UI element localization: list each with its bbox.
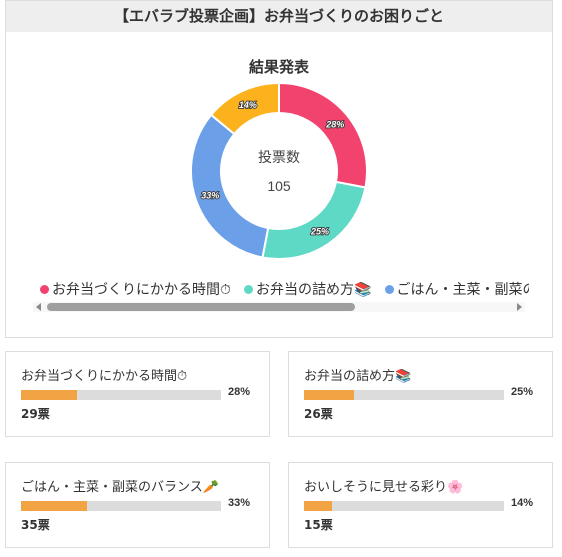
progress-fill [304, 501, 332, 511]
scroll-right-button[interactable] [515, 302, 525, 312]
donut-slice-prep-time [278, 81, 368, 189]
chart-legend[interactable]: お弁当づくりにかかる時間⏱ お弁当の詰め方📚 ごはん・主菜・副菜のバランス🥕 お… [40, 279, 529, 297]
poll-title: 【エバラブ投票企画】お弁当づくりのお困りごと [6, 1, 552, 32]
legend-marker [384, 285, 394, 294]
triangle-right-icon [517, 303, 522, 311]
percent-label: 14% [511, 497, 534, 509]
result-card-packing: お弁当の詰め方📚 25% 26票 [288, 351, 553, 437]
triangle-left-icon [36, 303, 41, 311]
option-label: お弁当の詰め方📚 [304, 369, 412, 384]
slice-label-packing: 25% [310, 226, 329, 236]
summary-card: 【エバラブ投票企画】お弁当づくりのお困りごと 結果発表 28% 25% 33% … [5, 0, 553, 338]
donut-slice-balance [190, 113, 270, 259]
progress-bar [304, 501, 504, 511]
result-card-coloring: おいしそうに見せる彩り🌸 14% 15票 [288, 462, 553, 548]
vote-count: 15票 [304, 518, 333, 532]
slice-label-balance: 33% [201, 191, 219, 201]
donut-slice-coloring [209, 81, 280, 136]
legend-item-prep-time[interactable]: お弁当づくりにかかる時間⏱ [40, 281, 231, 298]
legend-label: お弁当づくりにかかる時間⏱ [52, 281, 231, 298]
vote-count: 29票 [21, 407, 50, 421]
vote-count: 35票 [21, 518, 50, 532]
legend-marker [244, 285, 254, 294]
legend-marker [40, 285, 49, 294]
progress-fill [21, 501, 87, 511]
percent-label: 28% [228, 386, 251, 398]
vote-count: 26票 [304, 407, 333, 421]
result-card-balance: ごはん・主菜・副菜のバランス🥕 33% 35票 [5, 462, 270, 548]
percent-label: 33% [228, 497, 251, 509]
legend-label: ごはん・主菜・副菜のバランス🥕 [396, 281, 529, 298]
result-card-prep-time: お弁当づくりにかかる時間⏱ 28% 29票 [5, 351, 270, 437]
progress-fill [304, 390, 354, 400]
percent-label: 25% [511, 386, 534, 398]
option-label: ごはん・主菜・副菜のバランス🥕 [21, 480, 219, 495]
progress-bar [304, 390, 504, 400]
option-label: お弁当づくりにかかる時間⏱ [21, 369, 188, 384]
legend-item-balance[interactable]: ごはん・主菜・副菜のバランス🥕 [384, 281, 529, 298]
legend-label: お弁当の詰め方📚 [256, 281, 372, 298]
progress-fill [21, 390, 77, 400]
scrollbar-thumb[interactable] [47, 303, 355, 311]
total-votes-label: 投票数 [258, 150, 300, 166]
option-label: おいしそうに見せる彩り🌸 [304, 480, 464, 495]
scroll-left-button[interactable] [33, 302, 43, 312]
progress-bar [21, 390, 221, 400]
results-heading: 結果発表 [248, 58, 309, 76]
legend-item-packing[interactable]: お弁当の詰め方📚 [244, 281, 372, 298]
donut-chart: 28% 25% 33% 14% [190, 81, 368, 260]
slice-label-prep-time: 28% [325, 119, 344, 129]
legend-scrollbar[interactable] [33, 302, 525, 312]
slice-label-coloring: 14% [239, 100, 257, 110]
progress-bar [21, 501, 221, 511]
total-votes-value: 105 [267, 178, 291, 194]
